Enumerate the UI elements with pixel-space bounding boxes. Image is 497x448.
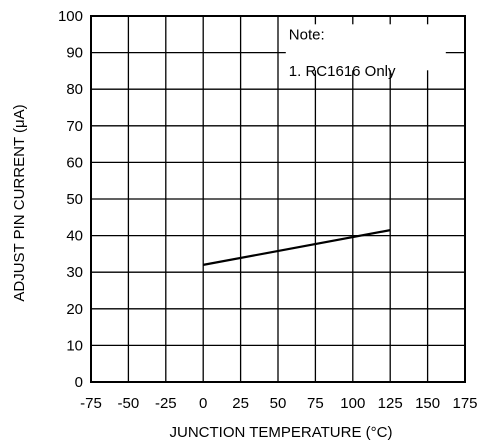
y-tick-label: 0 xyxy=(75,374,83,391)
x-tick-label: 75 xyxy=(307,395,324,412)
y-tick-label: 70 xyxy=(66,118,83,135)
y-tick-label: 80 xyxy=(66,81,83,98)
note-title: Note: xyxy=(289,26,325,43)
x-tick-label: 175 xyxy=(452,395,477,412)
y-tick-label: 60 xyxy=(66,154,83,171)
note-box: Note: 1. RC1616 Only xyxy=(285,24,446,80)
plot-border xyxy=(90,15,466,383)
y-tick-label: 10 xyxy=(66,337,83,354)
x-tick-label: 0 xyxy=(199,395,207,412)
x-tick-label: 125 xyxy=(378,395,403,412)
series-line-0 xyxy=(202,229,391,266)
y-tick-label: 90 xyxy=(66,45,83,62)
x-tick-label: 25 xyxy=(232,395,249,412)
x-tick-label: -25 xyxy=(155,395,177,412)
x-axis-title: JUNCTION TEMPERATURE (°C) xyxy=(170,424,393,441)
y-tick-label: 30 xyxy=(66,264,83,281)
x-tick-label: 150 xyxy=(415,395,440,412)
note-line: 1. RC1616 Only xyxy=(289,63,396,80)
y-tick-label: 100 xyxy=(58,8,83,25)
note-background xyxy=(285,24,446,71)
y-tick-labels: 0 10 20 30 40 50 60 70 80 90 100 xyxy=(58,8,83,391)
x-tick-label: -50 xyxy=(118,395,140,412)
series-group xyxy=(202,229,391,266)
y-tick-label: 50 xyxy=(66,191,83,208)
y-axis-title: ADJUST PIN CURRENT (μA) xyxy=(11,104,28,301)
x-tick-label: 100 xyxy=(340,395,365,412)
y-tick-label: 20 xyxy=(66,301,83,318)
x-tick-label: 50 xyxy=(270,395,287,412)
y-tick-label: 40 xyxy=(66,228,83,245)
grid xyxy=(91,16,465,382)
x-tick-label: -75 xyxy=(80,395,102,412)
x-tick-labels: -75 -50 -25 0 25 50 75 100 125 150 175 xyxy=(80,395,477,412)
plot-frame xyxy=(90,15,466,383)
